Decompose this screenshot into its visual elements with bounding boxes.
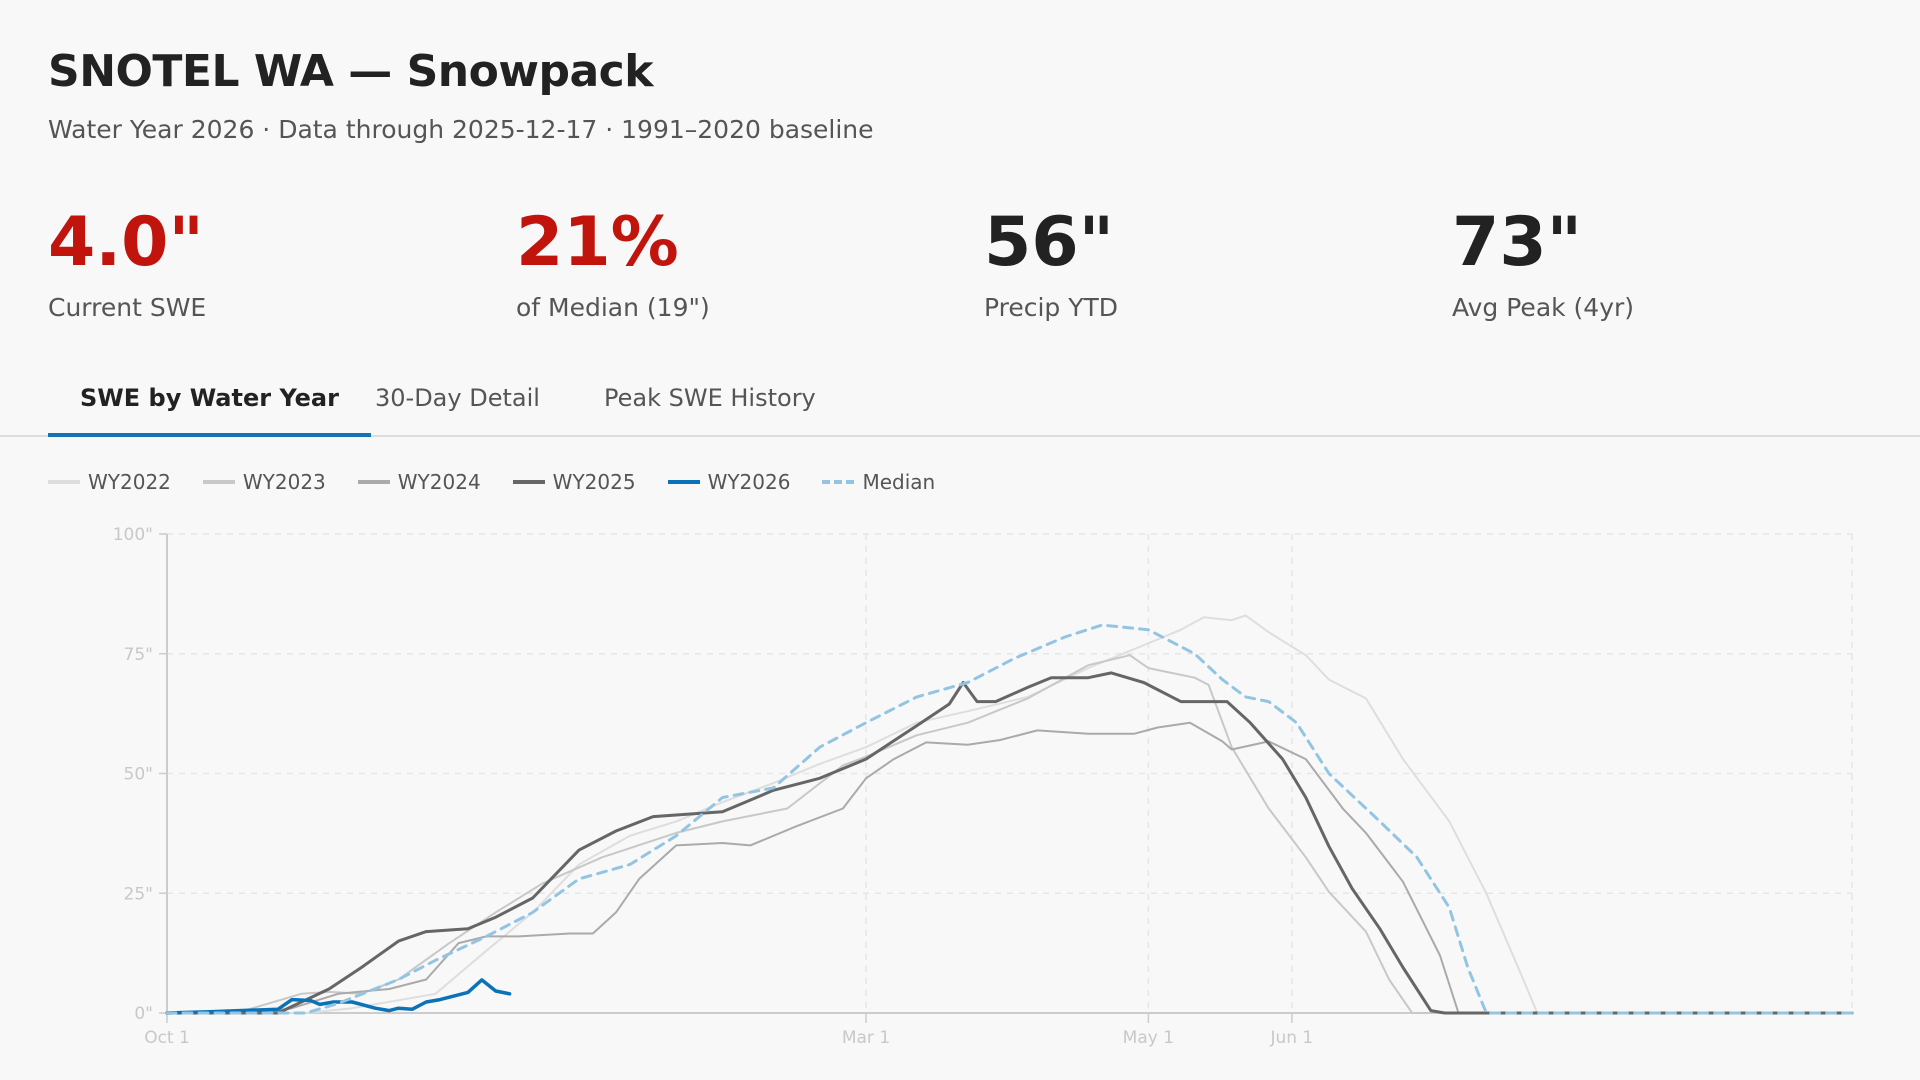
legend-label: Median [862, 470, 936, 494]
page-title: SNOTEL WA — Snowpack [48, 46, 654, 97]
tab-30-day-detail[interactable]: 30-Day Detail [375, 384, 540, 412]
x-tick-label: May 1 [1123, 1028, 1174, 1048]
metric-value: 56" [984, 203, 1115, 282]
legend-swatch [822, 480, 855, 484]
legend-swatch [48, 480, 80, 484]
y-tick-label: 0" [134, 1004, 153, 1024]
legend-label: WY2023 [242, 470, 326, 494]
y-tick-label: 50" [124, 765, 153, 785]
y-tick-label: 25" [124, 884, 153, 904]
series-line-wy2025 [165, 671, 1854, 1015]
series-line-wy2024 [166, 721, 1853, 1014]
legend-item-wy2022[interactable]: WY2022 [48, 470, 171, 494]
x-tick-label: Mar 1 [842, 1028, 890, 1048]
metric-current-swe: 4.0" Current SWE [48, 203, 508, 323]
metric-precip-ytd: 56" Precip YTD [984, 203, 1444, 323]
legend-swatch [357, 480, 390, 484]
chart-legend: WY2022 WY2023 WY2024 WY2025 WY2026 Median [48, 470, 967, 494]
tab-peak-swe-history[interactable]: Peak SWE History [604, 384, 816, 412]
metric-value: 21% [516, 203, 679, 282]
metric-value: 4.0" [48, 203, 204, 282]
series-line-wy2023 [166, 654, 1853, 1014]
metric-label: of Median (19") [516, 293, 710, 322]
legend-item-wy2026[interactable]: WY2026 [667, 470, 791, 494]
legend-item-wy2025[interactable]: WY2025 [512, 470, 636, 494]
metric-percent-median: 21% of Median (19") [516, 203, 976, 323]
series-line-wy2022 [166, 614, 1853, 1014]
legend-swatch [202, 480, 235, 484]
legend-swatch [512, 480, 545, 484]
metric-label: Precip YTD [984, 293, 1119, 322]
legend-swatch [667, 480, 700, 484]
metric-label: Avg Peak (4yr) [1452, 293, 1635, 322]
metric-value: 73" [1452, 203, 1583, 282]
legend-item-wy2024[interactable]: WY2024 [357, 470, 481, 494]
y-tick-label: 75" [124, 645, 153, 665]
page-subtitle: Water Year 2026 · Data through 2025-12-1… [48, 115, 874, 144]
series-line-median [165, 623, 1854, 1015]
x-tick-label: Oct 1 [144, 1028, 190, 1048]
x-tick-label: Jun 1 [1269, 1028, 1313, 1048]
tab-swe-by-water-year[interactable]: SWE by Water Year [48, 380, 371, 437]
tab-bar: SWE by Water Year 30-Day Detail Peak SWE… [0, 370, 1920, 437]
legend-item-median[interactable]: Median [822, 470, 935, 494]
legend-item-wy2023[interactable]: WY2023 [202, 470, 326, 494]
legend-label: WY2025 [552, 470, 636, 494]
metric-avg-peak: 73" Avg Peak (4yr) [1452, 203, 1912, 323]
series-line-wy2026 [165, 978, 512, 1015]
metric-label: Current SWE [48, 293, 207, 322]
legend-label: WY2022 [88, 470, 171, 494]
legend-label: WY2026 [707, 470, 791, 494]
legend-label: WY2024 [397, 470, 481, 494]
y-tick-label: 100" [113, 525, 153, 545]
